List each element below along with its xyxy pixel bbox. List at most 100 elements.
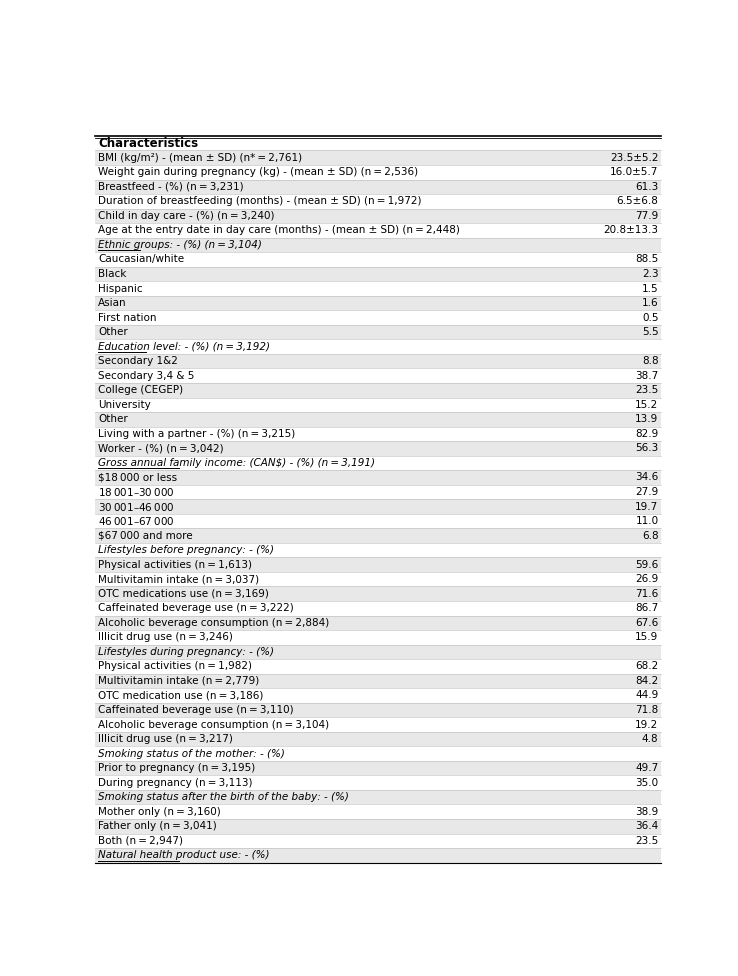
Text: 1.6: 1.6 <box>642 298 658 308</box>
Bar <box>95 252 661 266</box>
Bar <box>95 775 661 790</box>
Text: College (CEGEP): College (CEGEP) <box>98 386 183 395</box>
Bar <box>95 703 661 717</box>
Text: 13.9: 13.9 <box>635 415 658 425</box>
Text: During pregnancy (n = 3,113): During pregnancy (n = 3,113) <box>98 778 252 788</box>
Text: 61.3: 61.3 <box>635 182 658 191</box>
Bar <box>95 804 661 819</box>
Text: Black: Black <box>98 269 126 279</box>
Text: 23.5: 23.5 <box>635 386 658 395</box>
Text: Smoking status of the mother: - (%): Smoking status of the mother: - (%) <box>98 749 285 758</box>
Bar <box>95 572 661 587</box>
Text: Lifestyles during pregnancy: - (%): Lifestyles during pregnancy: - (%) <box>98 647 274 657</box>
Text: Multivitamin intake (n = 2,779): Multivitamin intake (n = 2,779) <box>98 676 259 686</box>
Text: Education level: - (%) (n = 3,192): Education level: - (%) (n = 3,192) <box>98 342 270 351</box>
Bar <box>95 834 661 848</box>
Text: 35.0: 35.0 <box>635 778 658 788</box>
Text: Caffeinated beverage use (n = 3,110): Caffeinated beverage use (n = 3,110) <box>98 705 294 715</box>
Bar <box>95 761 661 775</box>
Text: 26.9: 26.9 <box>635 574 658 585</box>
Text: First nation: First nation <box>98 312 156 323</box>
Text: 5.5: 5.5 <box>642 327 658 337</box>
Bar <box>95 601 661 616</box>
Text: Age at the entry date in day care (months) - (mean ± SD) (n = 2,448): Age at the entry date in day care (month… <box>98 225 460 235</box>
Text: 23.5: 23.5 <box>635 835 658 846</box>
Text: Gross annual family income: (CAN$) - (%) (n = 3,191): Gross annual family income: (CAN$) - (%)… <box>98 458 375 468</box>
Bar <box>95 456 661 470</box>
Text: Weight gain during pregnancy (kg) - (mean ± SD) (n = 2,536): Weight gain during pregnancy (kg) - (mea… <box>98 167 418 178</box>
Text: 59.6: 59.6 <box>635 559 658 570</box>
Text: 88.5: 88.5 <box>635 255 658 264</box>
Text: 4.8: 4.8 <box>642 734 658 744</box>
Bar <box>95 717 661 732</box>
Text: University: University <box>98 400 151 410</box>
Bar <box>95 747 661 761</box>
Text: Characteristics: Characteristics <box>98 137 198 149</box>
Text: Multivitamin intake (n = 3,037): Multivitamin intake (n = 3,037) <box>98 574 259 585</box>
Text: Prior to pregnancy (n = 3,195): Prior to pregnancy (n = 3,195) <box>98 763 255 773</box>
Bar <box>95 528 661 543</box>
Text: Illicit drug use (n = 3,217): Illicit drug use (n = 3,217) <box>98 734 233 744</box>
Bar <box>95 557 661 572</box>
Text: 36.4: 36.4 <box>635 821 658 832</box>
Bar <box>95 165 661 180</box>
Text: Father only (n = 3,041): Father only (n = 3,041) <box>98 821 217 832</box>
Text: 34.6: 34.6 <box>635 472 658 482</box>
Bar <box>95 644 661 659</box>
Text: Secondary 1&2: Secondary 1&2 <box>98 356 178 366</box>
Text: Alcoholic beverage consumption (n = 3,104): Alcoholic beverage consumption (n = 3,10… <box>98 719 329 729</box>
Text: Physical activities (n = 1,613): Physical activities (n = 1,613) <box>98 559 252 570</box>
Bar <box>95 180 661 194</box>
Text: $18 000 or less: $18 000 or less <box>98 472 177 482</box>
Text: 19.7: 19.7 <box>635 502 658 511</box>
Text: Lifestyles before pregnancy: - (%): Lifestyles before pregnancy: - (%) <box>98 546 274 555</box>
Text: 23.5±5.2: 23.5±5.2 <box>610 152 658 163</box>
Text: Both (n = 2,947): Both (n = 2,947) <box>98 835 183 846</box>
Text: 77.9: 77.9 <box>635 211 658 221</box>
Text: 49.7: 49.7 <box>635 763 658 773</box>
Bar <box>95 688 661 703</box>
Text: 2.3: 2.3 <box>642 269 658 279</box>
Text: Other: Other <box>98 415 128 425</box>
Text: Worker - (%) (n = 3,042): Worker - (%) (n = 3,042) <box>98 443 224 454</box>
Text: Smoking status after the birth of the baby: - (%): Smoking status after the birth of the ba… <box>98 793 349 802</box>
Bar <box>95 819 661 834</box>
Text: 71.6: 71.6 <box>635 589 658 598</box>
Text: $46 001–$67 000: $46 001–$67 000 <box>98 515 175 527</box>
Text: Secondary 3,4 & 5: Secondary 3,4 & 5 <box>98 371 194 381</box>
Text: Caffeinated beverage use (n = 3,222): Caffeinated beverage use (n = 3,222) <box>98 603 294 613</box>
Bar <box>95 500 661 513</box>
Bar <box>95 266 661 281</box>
Bar <box>95 237 661 252</box>
Bar <box>95 354 661 369</box>
Text: 86.7: 86.7 <box>635 603 658 613</box>
Text: Child in day care - (%) (n = 3,240): Child in day care - (%) (n = 3,240) <box>98 211 275 221</box>
Text: 6.5±6.8: 6.5±6.8 <box>617 196 658 206</box>
Text: 38.7: 38.7 <box>635 371 658 381</box>
Bar <box>95 224 661 237</box>
Bar <box>95 441 661 456</box>
Bar <box>95 310 661 325</box>
Bar <box>95 848 661 863</box>
Text: 44.9: 44.9 <box>635 690 658 701</box>
Text: Alcoholic beverage consumption (n = 2,884): Alcoholic beverage consumption (n = 2,88… <box>98 618 329 628</box>
Bar <box>95 209 661 224</box>
Text: $18 001–$30 000: $18 001–$30 000 <box>98 486 175 498</box>
Text: OTC medication use (n = 3,186): OTC medication use (n = 3,186) <box>98 690 263 701</box>
Bar <box>95 616 661 630</box>
Bar <box>95 296 661 310</box>
Text: Natural health product use: - (%): Natural health product use: - (%) <box>98 850 269 861</box>
Bar <box>95 136 661 150</box>
Text: 27.9: 27.9 <box>635 487 658 497</box>
Text: Other: Other <box>98 327 128 337</box>
Text: Asian: Asian <box>98 298 127 308</box>
Text: Ethnic groups: - (%) (n = 3,104): Ethnic groups: - (%) (n = 3,104) <box>98 240 262 250</box>
Bar <box>95 369 661 383</box>
Bar <box>95 513 661 528</box>
Bar <box>95 281 661 296</box>
Text: 82.9: 82.9 <box>635 428 658 439</box>
Text: 1.5: 1.5 <box>642 283 658 294</box>
Text: OTC medications use (n = 3,169): OTC medications use (n = 3,169) <box>98 589 269 598</box>
Bar <box>95 659 661 673</box>
Bar <box>95 383 661 397</box>
